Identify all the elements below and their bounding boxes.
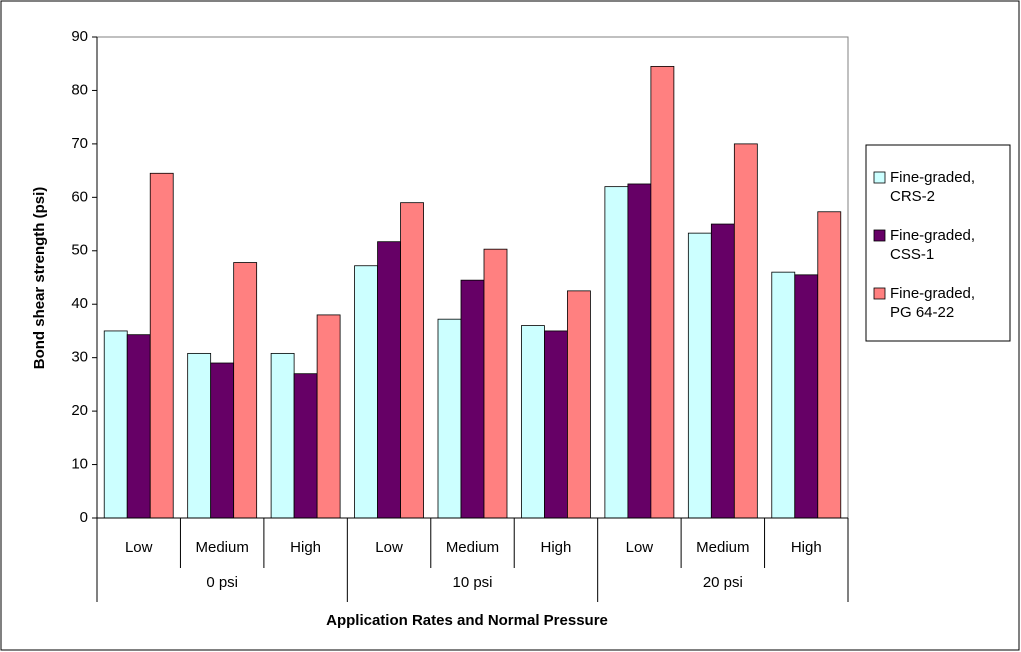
bar xyxy=(400,202,424,519)
x-tick-label: Low xyxy=(626,539,654,556)
y-tick-label: 20 xyxy=(71,402,88,419)
legend-label: Fine-graded, CSS-1 xyxy=(890,227,976,263)
group-label: 0 psi xyxy=(206,574,238,591)
y-tick-label: 30 xyxy=(71,349,88,366)
y-tick-label: 90 xyxy=(71,28,88,45)
bar xyxy=(316,314,341,519)
x-tick-label: Medium xyxy=(446,539,499,556)
bar xyxy=(794,274,819,519)
legend-swatch xyxy=(873,229,886,242)
y-tick-label: 10 xyxy=(71,456,88,473)
y-tick-label: 60 xyxy=(71,188,88,205)
bar xyxy=(627,183,652,519)
legend-swatch xyxy=(873,287,886,300)
y-tick-label: 50 xyxy=(71,242,88,259)
legend-swatch xyxy=(873,171,886,184)
bar xyxy=(377,241,401,519)
bar xyxy=(733,143,758,519)
bar xyxy=(460,279,485,519)
x-tick-label: High xyxy=(290,539,321,556)
bar xyxy=(710,223,735,519)
bar xyxy=(483,248,508,519)
bar xyxy=(233,262,258,519)
bar xyxy=(270,352,295,519)
y-axis-title: Bond shear strength (psi) xyxy=(31,187,48,370)
y-tick-label: 40 xyxy=(71,295,88,312)
bar xyxy=(103,330,128,519)
x-tick-label: High xyxy=(541,539,572,556)
bar xyxy=(567,290,591,519)
bar xyxy=(437,318,462,519)
y-tick-label: 0 xyxy=(80,509,88,526)
bar xyxy=(817,211,842,519)
bar xyxy=(354,265,378,519)
legend-label: Fine-graded, PG 64-22 xyxy=(890,285,976,321)
legend-box xyxy=(865,144,1011,342)
legend-label: Fine-graded, CRS-2 xyxy=(890,169,976,205)
x-tick-label: High xyxy=(791,539,822,556)
x-tick-label: Medium xyxy=(696,539,749,556)
group-label: 10 psi xyxy=(452,574,492,591)
bar xyxy=(149,172,174,519)
x-tick-label: Low xyxy=(125,539,153,556)
bar xyxy=(687,232,712,519)
x-tick-label: Low xyxy=(375,539,403,556)
x-tick-label: Medium xyxy=(195,539,248,556)
bar xyxy=(187,352,212,519)
bar xyxy=(293,373,318,519)
bar xyxy=(771,271,796,519)
bar xyxy=(604,186,629,519)
group-label: 20 psi xyxy=(703,574,743,591)
bar xyxy=(650,65,675,519)
bar xyxy=(210,362,235,519)
bar xyxy=(521,325,545,519)
bar xyxy=(126,334,151,519)
bar xyxy=(544,330,568,519)
x-axis-title: Application Rates and Normal Pressure xyxy=(326,612,608,629)
y-tick-label: 80 xyxy=(71,81,88,98)
y-tick-label: 70 xyxy=(71,135,88,152)
